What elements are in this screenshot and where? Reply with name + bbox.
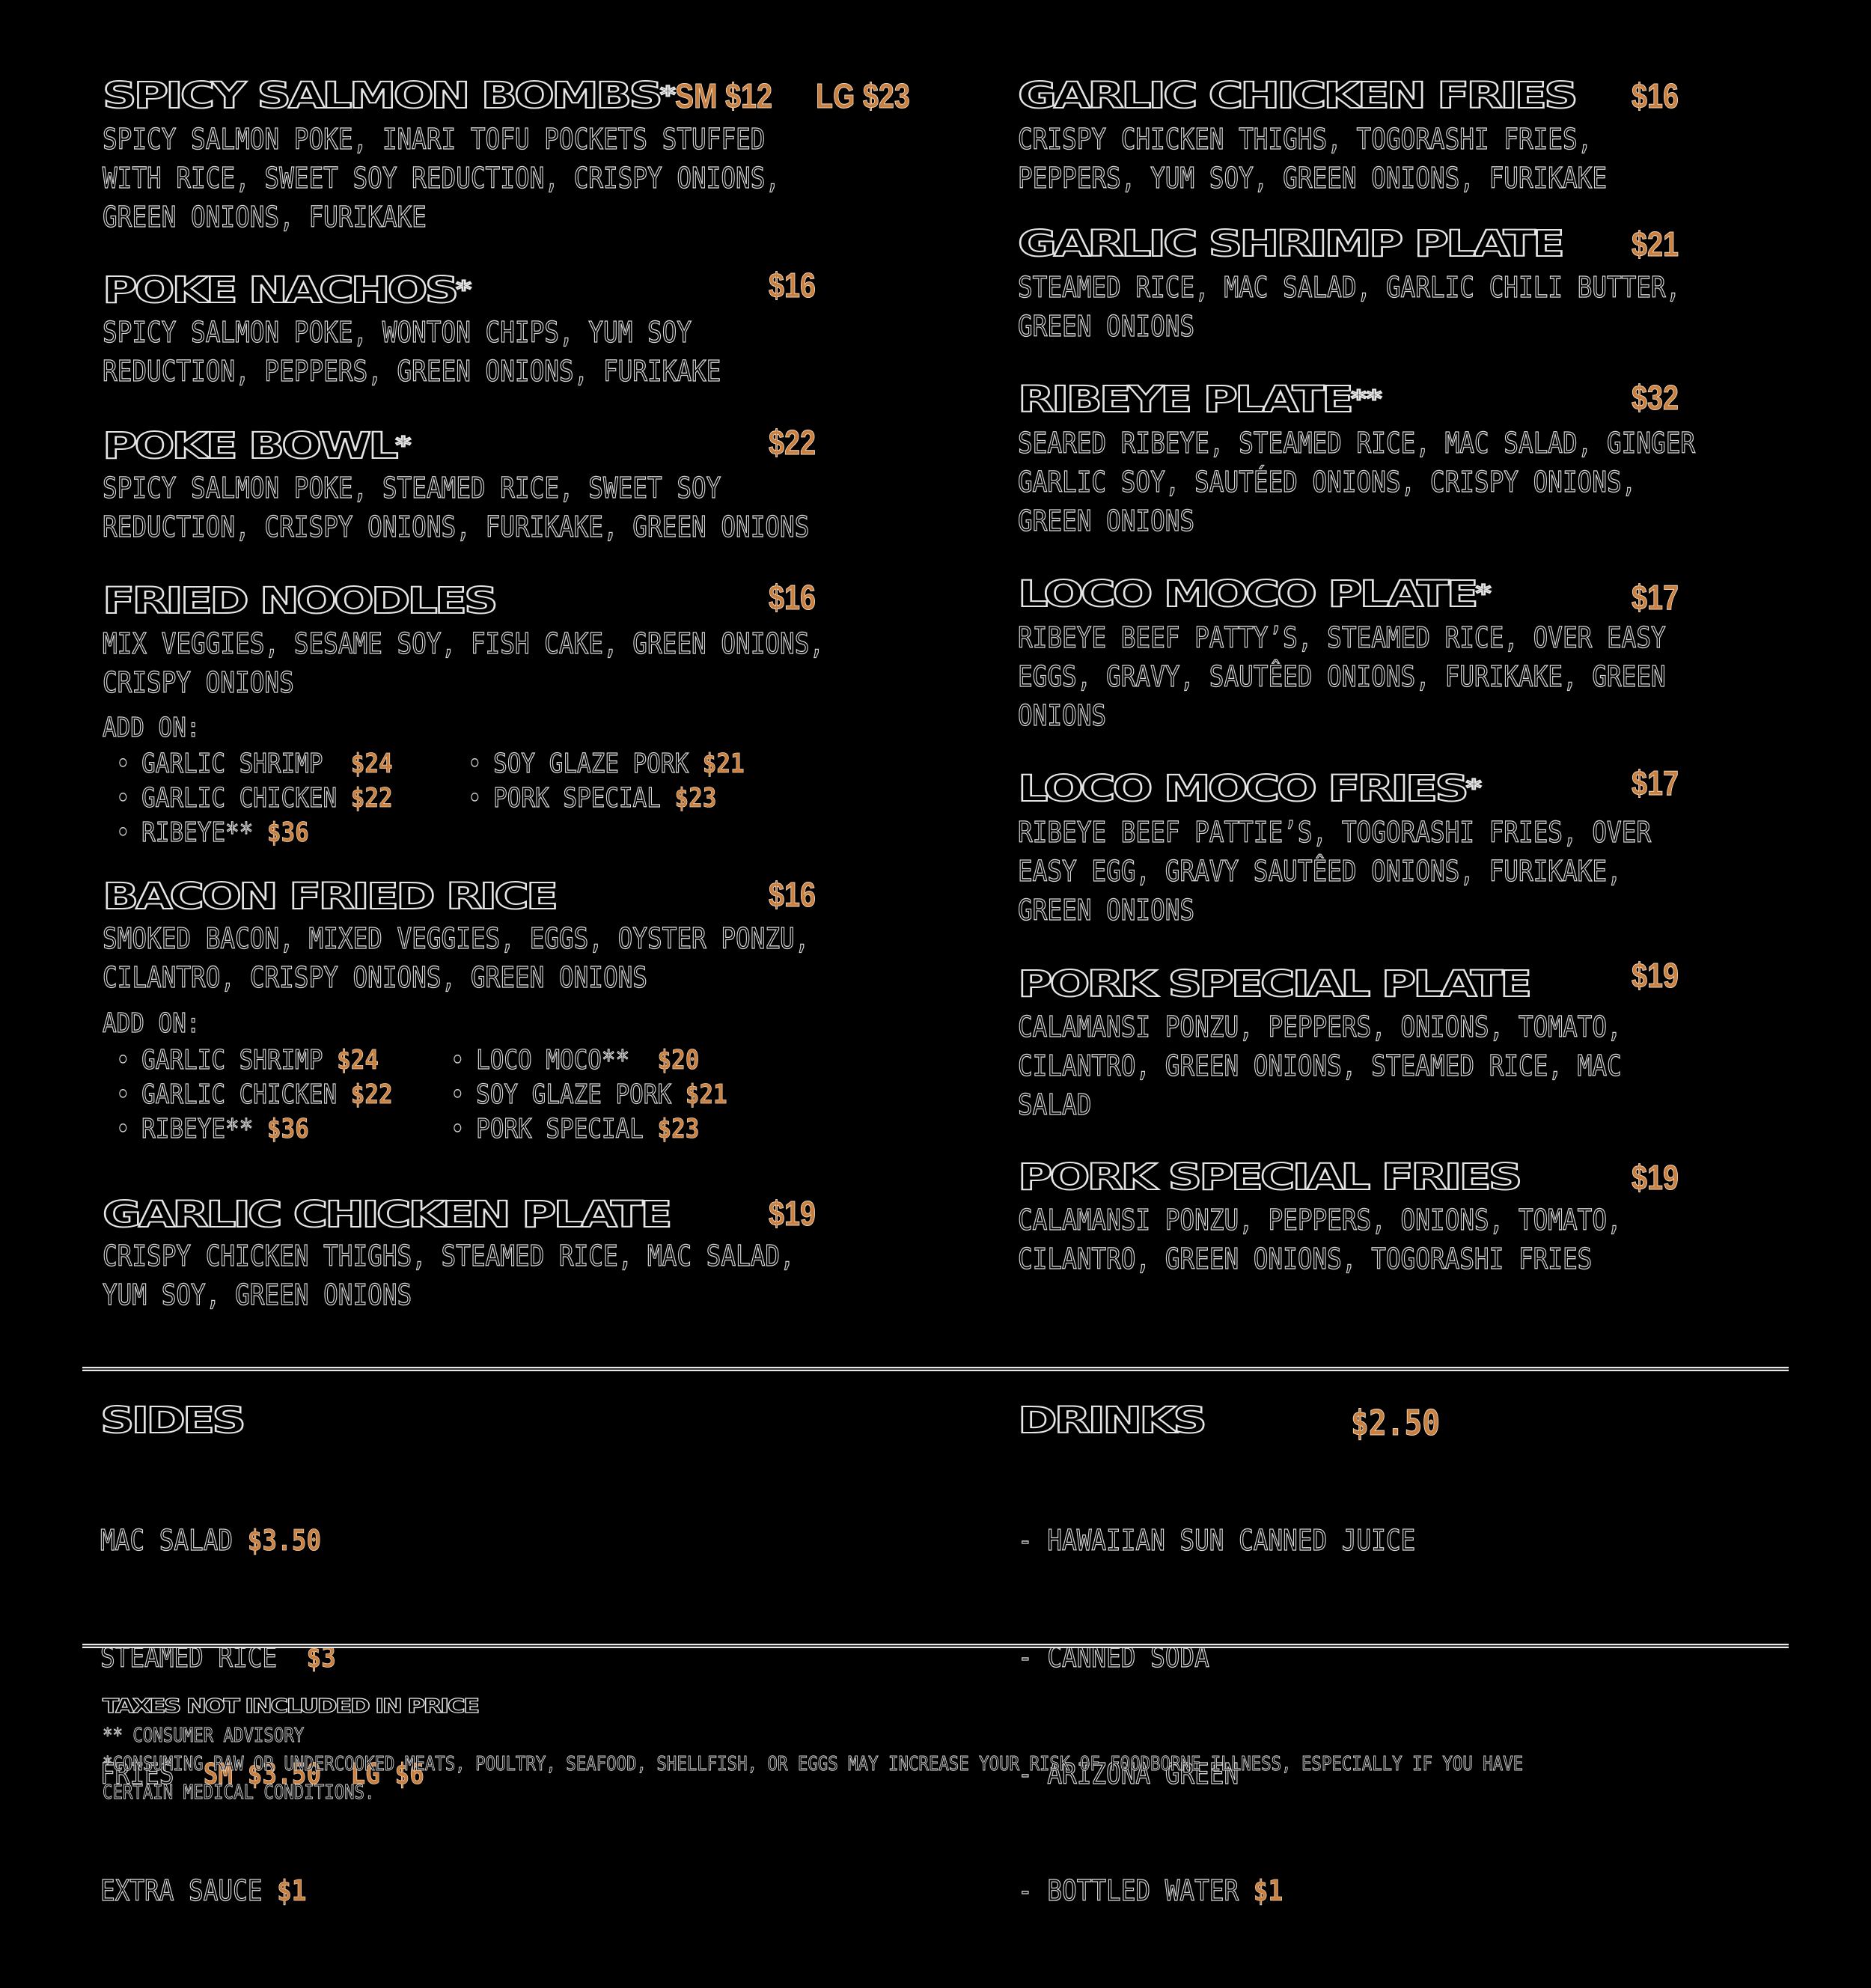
- menu-item-price: $19: [769, 1194, 817, 1234]
- menu-page: SPICY SALMON BOMBS* SM $12 LG $23 SPICY …: [82, 74, 1789, 1908]
- menu-item-description: SMOKED BACON, MIXED VEGGIES, EGGS, OYSTE…: [102, 921, 810, 994]
- addon-item: • GARLIC SHRIMP $24: [115, 748, 393, 779]
- menu-item-description: RIBEYE BEEF PATTY’S, STEAMED RICE, OVER …: [1017, 621, 1666, 732]
- menu-item-title: POKE BOWL*: [102, 424, 412, 468]
- side-item: EXTRA SAUCE $1: [100, 1873, 307, 1907]
- menu-item-price: $16: [1632, 76, 1679, 116]
- sides-title: SIDES: [100, 1399, 248, 1442]
- consumer-warning: *CONSUMING RAW OR UNDERCOOKED MEATS, POU…: [103, 1753, 1524, 1776]
- menu-item-price: $32: [1632, 378, 1679, 418]
- consumer-warning-continued: CERTAIN MEDICAL CONDITIONS.: [103, 1781, 375, 1805]
- menu-item-description: SEARED RIBEYE, STEAMED RICE, MAC SALAD, …: [1017, 426, 1696, 537]
- side-item: FRIES SM $3.50 LG $6: [100, 1757, 424, 1790]
- menu-item-price: $17: [1632, 763, 1679, 803]
- addon-item: • SOY GLAZE PORK $21: [450, 1079, 727, 1110]
- menu-item-title: FRIED NOODLES: [102, 579, 499, 623]
- menu-item-price: $16: [769, 875, 817, 915]
- drink-item: - ARIZONA GREEN: [1017, 1757, 1239, 1790]
- menu-item-title: LOCO MOCO FRIES*: [1017, 767, 1483, 811]
- menu-item-description: CALAMANSI PONZU, PEPPERS, ONIONS, TOMATO…: [1017, 1203, 1622, 1275]
- addon-item: • RIBEYE** $36: [115, 1113, 309, 1144]
- menu-item-price: $17: [1632, 578, 1679, 618]
- consumer-advisory: ** CONSUMER ADVISORY: [103, 1725, 305, 1748]
- side-item: MAC SALAD $3.50: [100, 1523, 322, 1557]
- drinks-price: $2.50: [1351, 1403, 1441, 1444]
- menu-item-title: SPICY SALMON BOMBS*: [102, 74, 677, 118]
- menu-item-description: SPICY SALMON POKE, INARI TOFU POCKETS ST…: [102, 122, 781, 234]
- addon-item: • RIBEYE** $36: [115, 817, 309, 848]
- addon-item: • PORK SPECIAL $23: [450, 1113, 700, 1144]
- menu-item-description: CALAMANSI PONZU, PEPPERS, ONIONS, TOMATO…: [1017, 1010, 1622, 1121]
- menu-item-price-large: LG $23: [816, 76, 911, 116]
- menu-item-price-small: SM $12: [675, 76, 773, 116]
- menu-item-price: $21: [1632, 225, 1679, 264]
- menu-item-price: $19: [1632, 1158, 1679, 1198]
- addon-item: • GARLIC SHRIMP $24: [115, 1044, 379, 1076]
- taxes-note: TAXES NOT INCLUDED IN PRICE: [102, 1695, 480, 1718]
- menu-item-description: SPICY SALMON POKE, STEAMED RICE, SWEET S…: [102, 471, 810, 543]
- menu-item-title: RIBEYE PLATE**: [1017, 378, 1383, 421]
- addon-item: • GARLIC CHICKEN $22: [115, 1079, 393, 1110]
- menu-item-description: SPICY SALMON POKE, WONTON CHIPS, YUM SOY…: [102, 315, 721, 388]
- addon-item: • LOCO MOCO** $20: [450, 1044, 700, 1076]
- drinks-list: - HAWAIIAN SUN CANNED JUICE - CANNED SOD…: [1017, 1443, 1416, 1988]
- menu-item-price: $22: [769, 423, 817, 463]
- addon-item: • SOY GLAZE PORK $21: [467, 748, 745, 779]
- menu-item-title: GARLIC CHICKEN PLATE: [102, 1193, 674, 1237]
- menu-item-description: STEAMED RICE, MAC SALAD, GARLIC CHILI BU…: [1017, 270, 1681, 343]
- menu-item-description: MIX VEGGIES, SESAME SOY, FISH CAKE, GREE…: [102, 626, 825, 699]
- menu-item-description: RIBEYE BEEF PATTIE’S, TOGORASHI FRIES, O…: [1017, 815, 1652, 927]
- menu-item-title: LOCO MOCO PLATE*: [1017, 573, 1492, 616]
- menu-item-title: GARLIC CHICKEN FRIES: [1017, 74, 1579, 118]
- menu-item-title: GARLIC SHRIMP PLATE: [1017, 222, 1566, 266]
- drink-item: - HAWAIIAN SUN CANNED JUICE: [1017, 1523, 1416, 1557]
- addon-label: ADD ON:: [102, 712, 201, 743]
- menu-item-price: $19: [1632, 956, 1679, 995]
- menu-item-title: PORK SPECIAL FRIES: [1017, 1156, 1524, 1199]
- section-divider: [82, 1367, 1789, 1371]
- drinks-title: DRINKS: [1017, 1399, 1209, 1442]
- section-divider: [82, 1644, 1789, 1648]
- addon-item: • GARLIC CHICKEN $22: [115, 782, 393, 814]
- addon-label: ADD ON:: [102, 1007, 201, 1039]
- menu-item-title: POKE NACHOS*: [102, 269, 473, 312]
- menu-item-price: $16: [769, 578, 817, 618]
- addon-item: • PORK SPECIAL $23: [467, 782, 717, 814]
- menu-item-description: CRISPY CHICKEN THIGHS, TOGORASHI FRIES, P…: [1017, 122, 1608, 195]
- menu-item-title: PORK SPECIAL PLATE: [1017, 963, 1533, 1006]
- menu-item-description: CRISPY CHICKEN THIGHS, STEAMED RICE, MAC…: [102, 1239, 795, 1311]
- drink-item: - BOTTLED WATER $1: [1017, 1873, 1284, 1907]
- menu-item-price: $16: [769, 266, 817, 305]
- menu-item-title: BACON FRIED RICE: [102, 875, 560, 918]
